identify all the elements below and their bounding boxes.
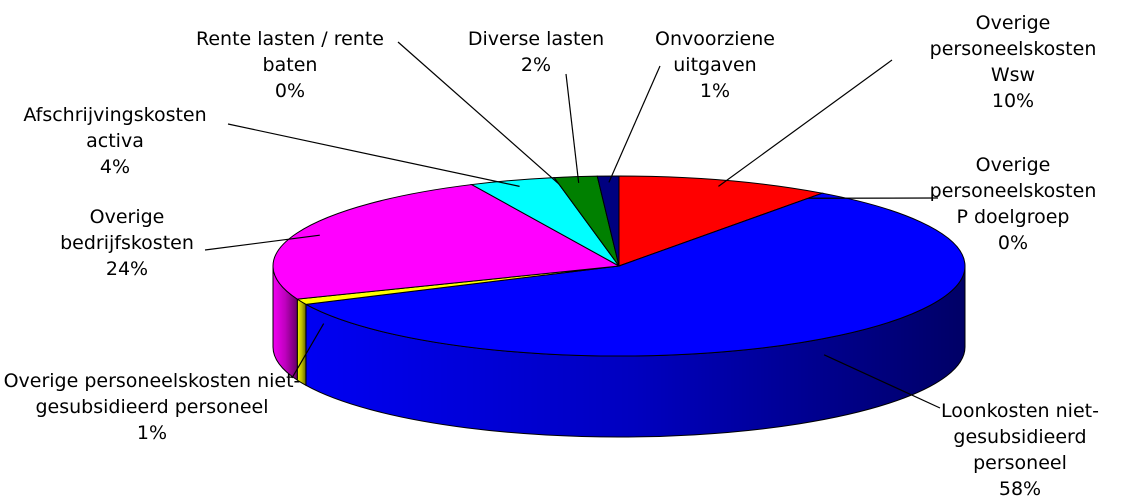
slice-value: 1% — [699, 80, 731, 102]
slice-label: Overige personeelskosten niet-gesubsidie… — [2, 368, 302, 446]
slice-label: Diverse lasten 2% — [436, 26, 636, 78]
pie-side-shade — [305, 266, 966, 437]
slice-name: Rente lasten / rente baten — [195, 28, 384, 76]
pie-slice — [272, 184, 621, 300]
slice-name: Loonkosten niet-gesubsidieerd personeel — [941, 400, 1099, 474]
slice-name: Overige personeelskosten niet-gesubsidie… — [3, 370, 301, 418]
slice-label: Overige bedrijfskosten 24% — [52, 204, 202, 282]
slice-label: Overige personeelskosten P doelgroep 0% — [928, 152, 1098, 256]
pie-side-shade — [273, 266, 298, 381]
slice-value: 2% — [520, 54, 552, 76]
slice-label: Loonkosten niet-gesubsidieerd personeel 5… — [933, 398, 1108, 498]
slice-label: Onvoorziene uitgaven 1% — [645, 26, 785, 104]
slice-value: 0% — [997, 232, 1029, 254]
leader-line — [608, 65, 661, 183]
slice-value: 10% — [991, 90, 1035, 112]
leader-line — [823, 354, 941, 409]
slice-value: 0% — [274, 80, 306, 102]
slice-name: Overige personeelskosten Wsw — [929, 12, 1097, 86]
leader-line — [718, 59, 893, 187]
slice-name: Overige personeelskosten P doelgroep — [929, 154, 1097, 228]
leader-line — [227, 123, 520, 187]
slice-value: 1% — [136, 422, 168, 444]
slice-label: Overige personeelskosten Wsw 10% — [928, 10, 1098, 114]
leader-line — [204, 234, 320, 251]
slice-value: 24% — [105, 258, 149, 280]
slice-name: Afschrijvingskosten activa — [23, 104, 207, 152]
leader-line — [565, 73, 580, 184]
slice-value: 58% — [998, 478, 1042, 498]
slice-name: Overige bedrijfskosten — [60, 206, 194, 254]
leader-line — [291, 323, 325, 379]
slice-name: Onvoorziene uitgaven — [655, 28, 775, 76]
slice-value: 4% — [99, 156, 131, 178]
slice-label: Afschrijvingskosten activa 4% — [0, 102, 230, 180]
leader-line — [397, 41, 560, 185]
pie-slice — [596, 175, 620, 267]
pie-slice — [304, 192, 966, 357]
slice-label: Rente lasten / rente baten 0% — [175, 26, 405, 104]
pie-side-shade — [297, 299, 306, 386]
slice-name: Diverse lasten — [467, 28, 605, 50]
